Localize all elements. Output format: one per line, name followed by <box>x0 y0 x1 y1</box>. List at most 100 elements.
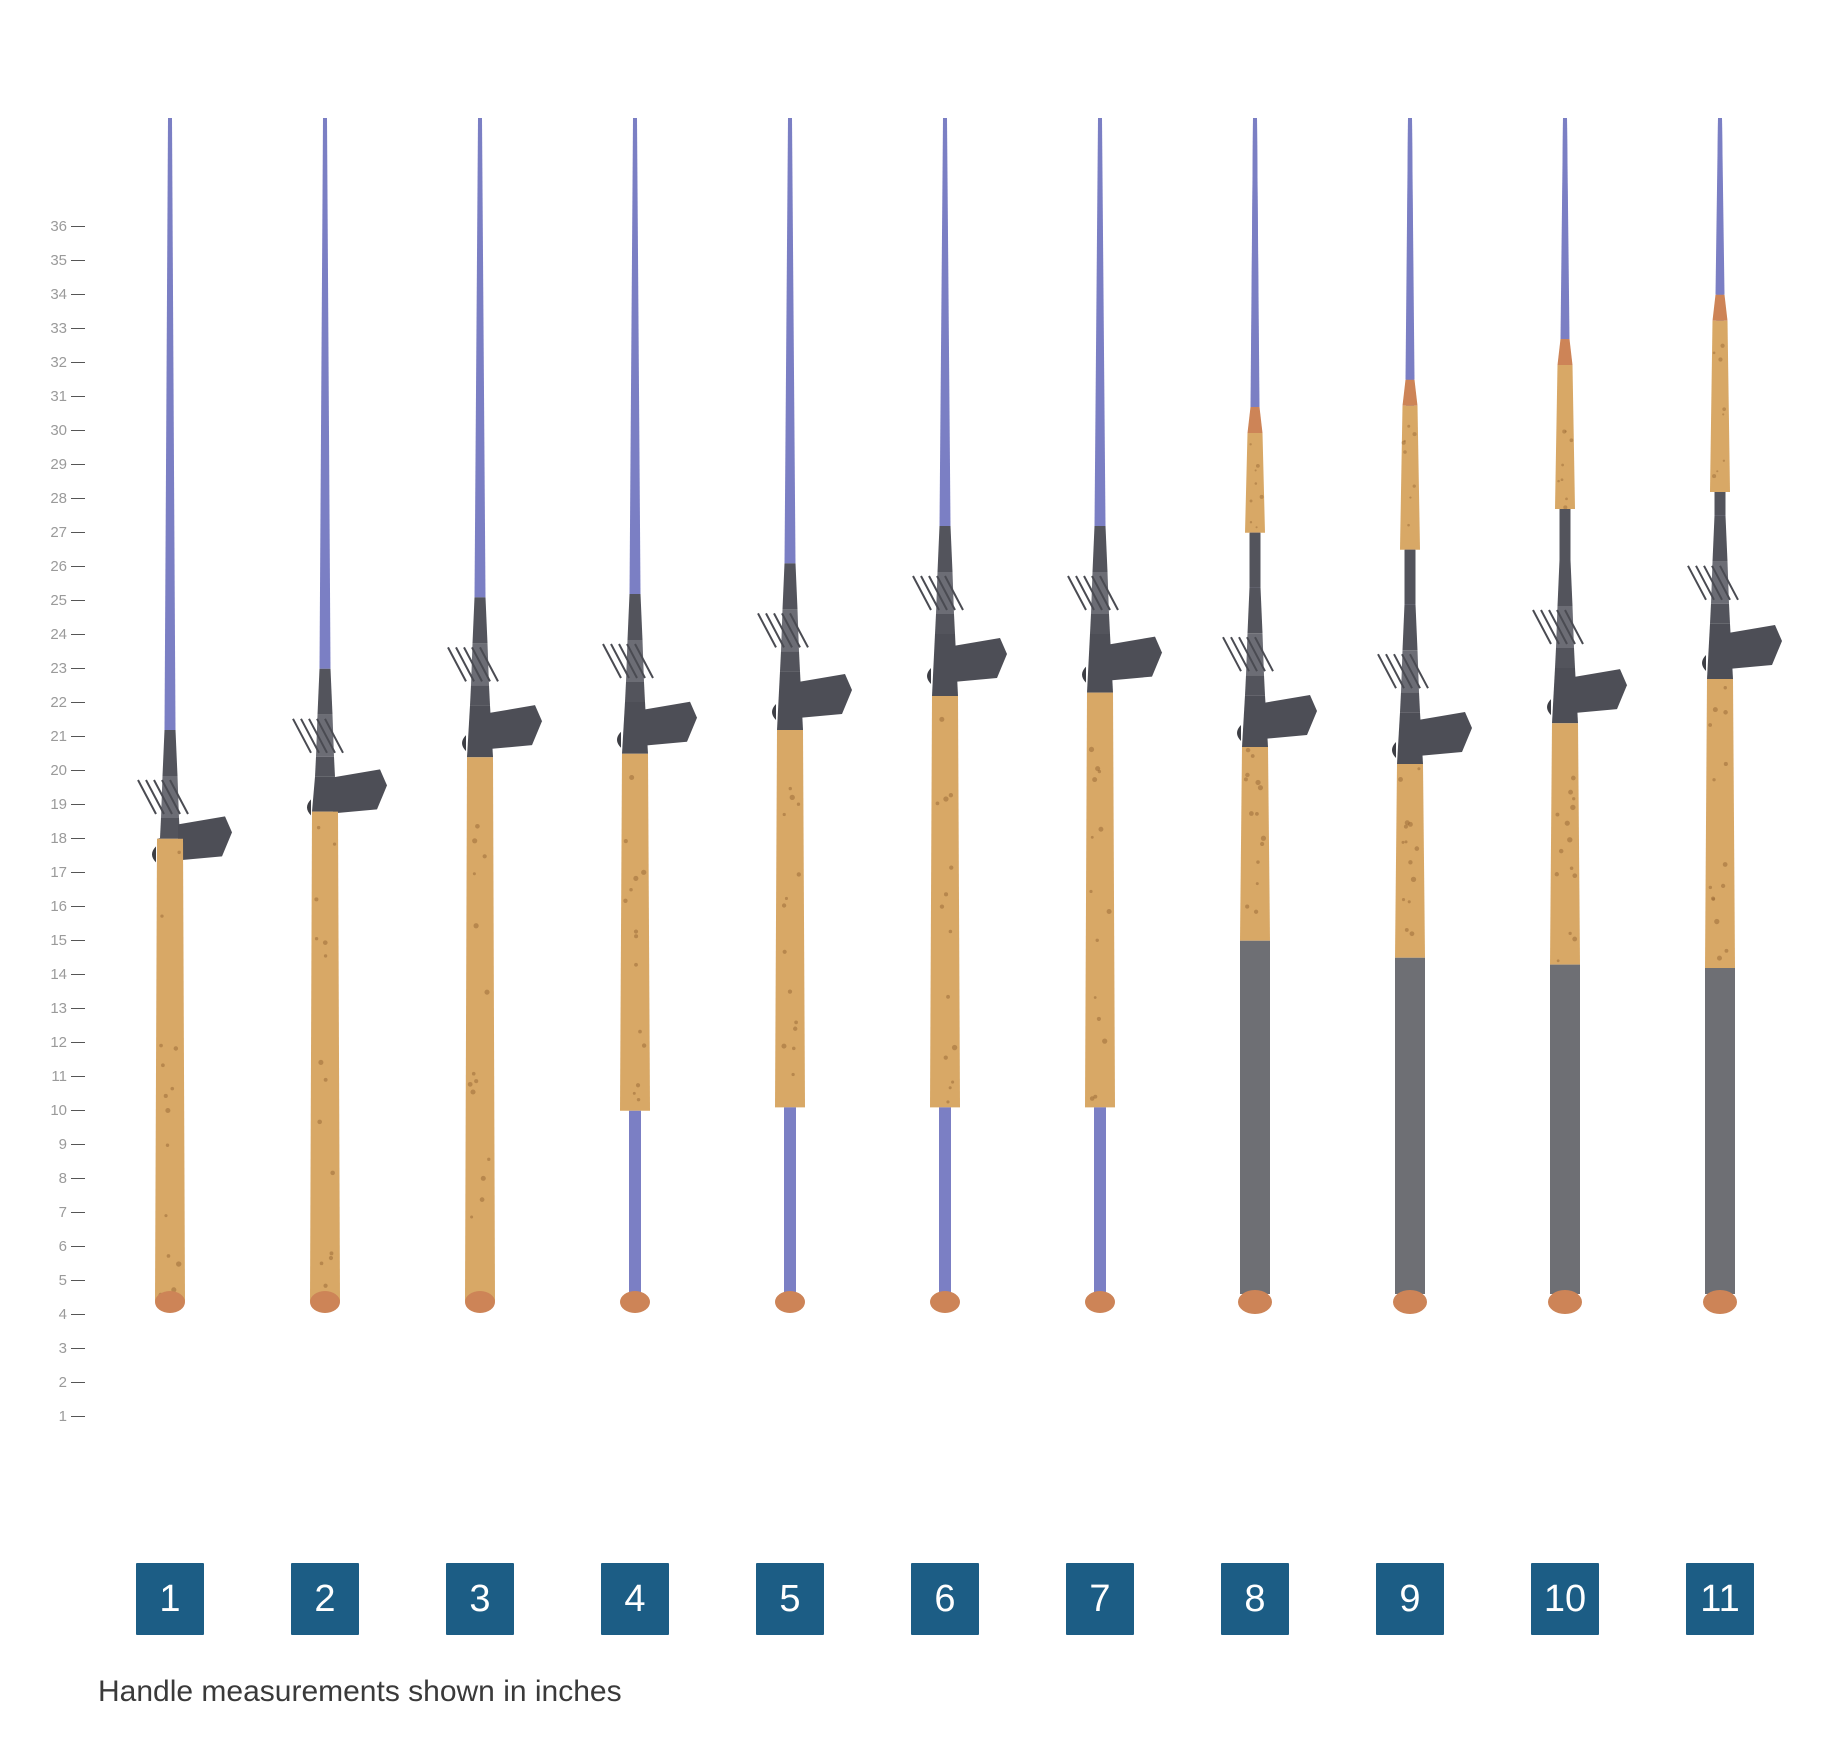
upper-grip-to-seat-ferrule <box>1715 492 1726 516</box>
ruler-tick-label: 19 <box>50 796 67 813</box>
trigger-thumb-notch <box>617 732 621 748</box>
upper-grip-collar <box>1713 295 1728 321</box>
upper-grip-cork-fleck <box>1716 470 1718 472</box>
trigger-thumb-notch <box>1237 725 1241 741</box>
upper-grip-cork-fleck <box>1407 425 1410 428</box>
cork-fleck <box>936 801 940 805</box>
trigger-thumb-notch <box>152 846 156 862</box>
rod-number-badge-5[interactable]: 5 <box>756 1563 824 1635</box>
rod-blank-upper <box>940 118 951 526</box>
cork-fleck <box>487 1158 490 1161</box>
cork-fleck <box>785 897 788 900</box>
rod-graphic-2 <box>250 0 400 1500</box>
rod-graphic-3 <box>405 0 555 1500</box>
cork-fleck <box>166 1144 169 1147</box>
rod-number-badge-11[interactable]: 11 <box>1686 1563 1754 1635</box>
ruler-tick-label: 21 <box>50 728 67 745</box>
ruler-tick-label: 8 <box>59 1170 67 1187</box>
trigger-finger-grip <box>1728 625 1782 669</box>
cork-fleck <box>159 1044 163 1048</box>
cork-fleck <box>949 1086 952 1089</box>
ruler-tick-20: 20 <box>10 762 85 779</box>
cork-grip-lower <box>310 812 340 1302</box>
cork-fleck <box>484 990 489 995</box>
ruler-tick-label: 1 <box>59 1408 67 1425</box>
cork-fleck <box>634 930 638 934</box>
trigger-thumb-notch <box>307 799 311 815</box>
upper-grip-cork-fleck <box>1561 478 1564 481</box>
cork-fleck <box>797 872 801 876</box>
ruler-tick-line <box>71 260 85 261</box>
cork-fleck <box>943 796 948 801</box>
ruler-tick-label: 20 <box>50 762 67 779</box>
cork-fleck <box>472 838 477 843</box>
cork-fleck <box>472 1072 476 1076</box>
rod-number-badge-8[interactable]: 8 <box>1221 1563 1289 1635</box>
ruler-tick-label: 25 <box>50 592 67 609</box>
cork-fleck <box>944 1055 948 1059</box>
rod-number-badge-1[interactable]: 1 <box>136 1563 204 1635</box>
trigger-finger-grip <box>1573 669 1627 713</box>
rod-number-badge-6[interactable]: 6 <box>911 1563 979 1635</box>
cork-fleck <box>480 1197 485 1202</box>
cork-fleck <box>481 1176 486 1181</box>
ruler-tick-4: 4 <box>10 1306 85 1323</box>
cork-fleck <box>483 854 487 858</box>
extended-butt-section <box>1705 968 1735 1294</box>
ruler-tick-12: 12 <box>10 1034 85 1051</box>
rod-blank-above-upper-grip <box>1716 118 1725 295</box>
cork-fleck <box>1090 1096 1095 1101</box>
cork-fleck <box>1572 873 1577 878</box>
rod-column-6 <box>870 0 1020 1500</box>
rod-number-badge-9[interactable]: 9 <box>1376 1563 1444 1635</box>
ruler-tick-line <box>71 1314 85 1315</box>
upper-grip-collar <box>1403 380 1418 406</box>
butt-cap <box>1085 1291 1115 1313</box>
cork-fleck <box>330 1171 335 1176</box>
ruler-tick-line <box>71 1144 85 1145</box>
ruler-tick-label: 26 <box>50 558 67 575</box>
rod-number-badge-7[interactable]: 7 <box>1066 1563 1134 1635</box>
trigger-thumb-notch <box>1082 667 1086 683</box>
rod-number-badge-10[interactable]: 10 <box>1531 1563 1599 1635</box>
rod-number-badge-2[interactable]: 2 <box>291 1563 359 1635</box>
cork-fleck <box>949 793 953 797</box>
ruler-tick-line <box>71 600 85 601</box>
cork-fleck <box>1572 937 1577 942</box>
trigger-finger-grip <box>178 816 232 860</box>
cork-fleck <box>1254 910 1258 914</box>
cork-fleck <box>1565 821 1570 826</box>
cork-fleck <box>1408 900 1411 903</box>
reel-seat-collar <box>1245 675 1265 695</box>
cork-fleck <box>1570 866 1574 870</box>
ruler-tick-17: 17 <box>10 864 85 881</box>
cork-fleck <box>946 995 950 999</box>
upper-grip-cork-fleck <box>1722 407 1726 411</box>
ruler-tick-line <box>71 906 85 907</box>
upper-grip-cork-fleck <box>1407 524 1410 527</box>
rod-graphic-4 <box>560 0 710 1500</box>
reel-seat-collar <box>315 757 335 777</box>
ruler-tick-line <box>71 736 85 737</box>
rod-graphic-10 <box>1490 0 1640 1500</box>
cork-fleck <box>1724 762 1728 766</box>
upper-grip-cork-fleck <box>1561 464 1564 467</box>
upper-grip-cork-fleck <box>1723 460 1725 462</box>
rod-blank-above-upper-grip <box>1561 118 1570 339</box>
upper-grip-cork-fleck <box>1256 464 1260 468</box>
rod-blank-upper <box>475 118 486 597</box>
rod-number-badge-3[interactable]: 3 <box>446 1563 514 1635</box>
butt-cap <box>155 1291 185 1313</box>
upper-grip-to-seat-ferrule <box>1405 550 1416 604</box>
cork-fleck <box>940 904 944 908</box>
upper-grip-cork-fleck <box>1255 482 1258 485</box>
ruler-tick-line <box>71 1178 85 1179</box>
ruler-tick-line <box>71 430 85 431</box>
ruler-tick-9: 9 <box>10 1136 85 1153</box>
rod-number-badge-4[interactable]: 4 <box>601 1563 669 1635</box>
reel-seat-ring-hatch <box>456 647 474 681</box>
ruler-tick-label: 2 <box>59 1374 67 1391</box>
rod-blank-upper <box>320 118 331 669</box>
cork-fleck <box>1094 996 1097 999</box>
cork-fleck <box>1246 748 1251 753</box>
